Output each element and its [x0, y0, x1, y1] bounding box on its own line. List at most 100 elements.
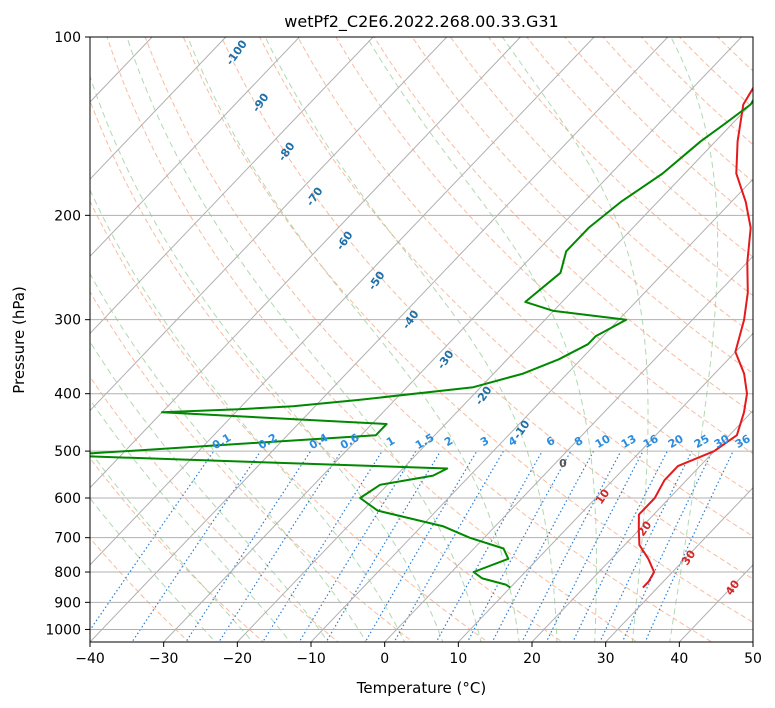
dry-adiabat-line — [90, 375, 340, 642]
isotherm-line — [605, 487, 753, 642]
isoline-label: 10 — [593, 432, 613, 451]
x-tick-label: 10 — [449, 651, 467, 667]
moist-adiabat-line — [90, 188, 406, 642]
y-tick-label: 800 — [54, 565, 81, 581]
mixing-ratio-line — [435, 450, 543, 642]
moist-adiabat-line — [90, 340, 329, 642]
isoline-label: -30 — [435, 348, 457, 372]
dry-adiabats — [90, 37, 753, 642]
y-tick-label: 700 — [54, 531, 81, 547]
dry-adiabat-line — [297, 37, 753, 496]
dry-adiabat-line — [220, 37, 753, 580]
mixing-ratio-line — [325, 450, 442, 642]
y-axis-title: Pressure (hPa) — [10, 286, 28, 394]
isotherm-line — [531, 409, 753, 642]
mixing-ratio-line — [218, 450, 343, 642]
x-tick-label: −10 — [296, 651, 326, 667]
y-tick-label: 100 — [54, 30, 81, 46]
isoline-label: 0.6 — [338, 431, 362, 452]
isoline-label: -90 — [250, 91, 272, 115]
y-tick-label: 400 — [54, 387, 81, 403]
moist-adiabat-line — [669, 37, 719, 642]
isotherm-line — [310, 178, 753, 642]
isoline-label: 20 — [666, 432, 686, 451]
y-tick-label: 300 — [54, 313, 81, 329]
chart-title: wetPf2_C2E6.2022.268.00.33.G31 — [284, 12, 558, 32]
plot-frame — [89, 36, 754, 643]
moist-adiabat-line — [126, 37, 482, 642]
x-tick-label: 30 — [597, 651, 615, 667]
isoline-label: 8 — [572, 434, 585, 449]
moist-adiabat-line — [90, 272, 367, 642]
isoline-labels: -100-90-80-70-60-50-40-30-20-10010203040… — [210, 37, 753, 597]
isotherm-line — [457, 332, 753, 642]
y-tick-label: 600 — [54, 491, 81, 507]
temperature-profile-line — [637, 86, 753, 589]
isoline-label: 20 — [635, 518, 655, 538]
isoline-label: 25 — [692, 432, 712, 451]
dry-adiabat-line — [144, 37, 713, 642]
isoline-label: -40 — [400, 308, 422, 332]
isoline-label: 1.5 — [413, 431, 436, 452]
mixing-ratio-line — [185, 450, 312, 642]
dry-adiabat-line — [182, 37, 753, 623]
isotherm-line — [90, 37, 300, 258]
isotherm-line — [90, 37, 227, 180]
isotherm-line — [236, 101, 753, 642]
moist-adiabat-line — [90, 74, 444, 642]
isoline-label: -80 — [276, 140, 298, 164]
y-tick-label: 900 — [54, 595, 81, 611]
isotherm-line — [678, 564, 753, 642]
isotherm-line — [90, 37, 595, 566]
moist-adiabat-line — [90, 497, 216, 642]
sounding-series — [90, 86, 753, 589]
isoline-label: 1 — [384, 434, 397, 449]
dry-adiabat-line — [487, 37, 753, 297]
dry-adiabat-line — [449, 37, 753, 335]
x-tick-label: 50 — [744, 651, 762, 667]
mixing-ratio-line — [393, 450, 505, 642]
isotherm-line — [90, 37, 448, 412]
mixing-ratio-line — [364, 450, 478, 642]
dry-adiabat-line — [373, 37, 753, 414]
isotherm-line — [163, 37, 742, 642]
isoline-label: 0.1 — [210, 431, 233, 452]
dry-adiabat-line — [335, 37, 753, 455]
dry-adiabat-line — [716, 37, 753, 72]
pressure-gridlines — [90, 37, 753, 630]
dry-adiabat-line — [411, 37, 753, 375]
x-tick-label: 40 — [670, 651, 688, 667]
isoline-label: 6 — [544, 434, 557, 449]
x-tick-label: −30 — [149, 651, 179, 667]
moist-adiabat-line — [90, 398, 291, 642]
plot-area: -100-90-80-70-60-50-40-30-20-10010203040… — [0, 37, 753, 642]
isotherm-line — [90, 37, 374, 335]
moist-adiabat-line — [90, 450, 254, 642]
moist-adiabat-line — [264, 37, 558, 642]
dry-adiabat-line — [90, 99, 564, 642]
isotherm-line — [90, 37, 669, 642]
dry-adiabat-line — [106, 37, 638, 642]
isotherm-line — [0, 37, 5, 642]
isoline-label: -100 — [223, 37, 250, 67]
isoline-label: 13 — [619, 432, 639, 451]
x-tick-label: 20 — [523, 651, 541, 667]
isotherm-line — [90, 37, 521, 489]
y-tick-label: 1000 — [45, 622, 81, 638]
y-axis: 100 200 300 400 500 600 700 800 900 1000 — [45, 30, 90, 638]
x-axis-title: Temperature (°C) — [356, 679, 486, 697]
dry-adiabat-line — [602, 37, 753, 183]
dry-adiabat-line — [90, 200, 489, 642]
isotherm-line — [384, 255, 753, 642]
dry-adiabat-line — [678, 37, 753, 109]
isoline-label: 0.2 — [256, 431, 279, 452]
dry-adiabat-line — [90, 457, 265, 642]
isoline-label: -70 — [304, 185, 326, 209]
dewpoint-profile-line — [90, 98, 753, 589]
isoline-label: 0 — [559, 457, 567, 470]
x-tick-label: −20 — [223, 651, 253, 667]
isoline-label: 30 — [712, 432, 732, 451]
mixing-ratio-line — [521, 450, 622, 642]
isoline-label: 40 — [723, 577, 743, 597]
